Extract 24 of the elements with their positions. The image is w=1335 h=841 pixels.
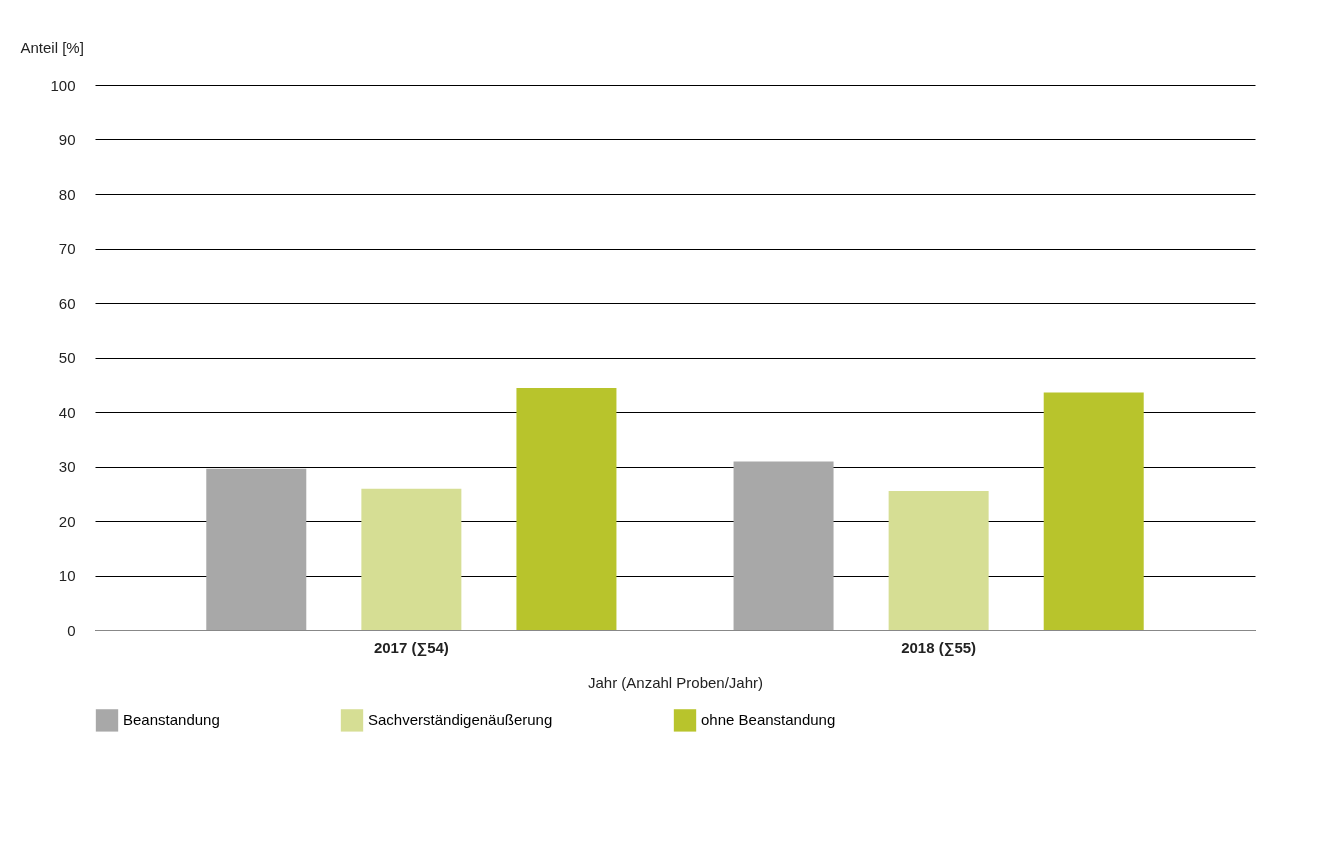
y-axis-title: Anteil [%]	[20, 38, 84, 56]
y-tick-label: 30	[58, 458, 76, 475]
legend-label: ohne Beanstandung	[701, 711, 836, 729]
y-tick-label: 10	[58, 567, 76, 584]
y-tick-label: 70	[58, 240, 76, 257]
bar	[888, 491, 989, 630]
bar	[733, 461, 834, 630]
y-tick-label: 0	[67, 621, 76, 639]
y-tick-label: 90	[58, 131, 76, 148]
bar	[206, 468, 307, 630]
x-tick-label: 2017 (∑54)	[373, 638, 449, 657]
y-tick-label: 100	[50, 76, 76, 94]
y-tick-label: 40	[58, 403, 76, 421]
x-tick-label: 2018 (∑55)	[901, 638, 977, 657]
bar	[516, 388, 617, 630]
legend-label: Sachverständigenäußerung	[368, 711, 553, 729]
bar	[361, 488, 462, 630]
y-tick-label: 20	[58, 512, 76, 530]
bar	[1043, 392, 1144, 630]
y-tick-label: 60	[58, 294, 76, 312]
y-tick-label: 80	[58, 185, 76, 203]
legend-label: Beanstandung	[123, 711, 220, 729]
x-axis-title: Jahr (Anzahl Proben/Jahr)	[587, 673, 764, 691]
y-tick-label: 50	[58, 349, 76, 366]
